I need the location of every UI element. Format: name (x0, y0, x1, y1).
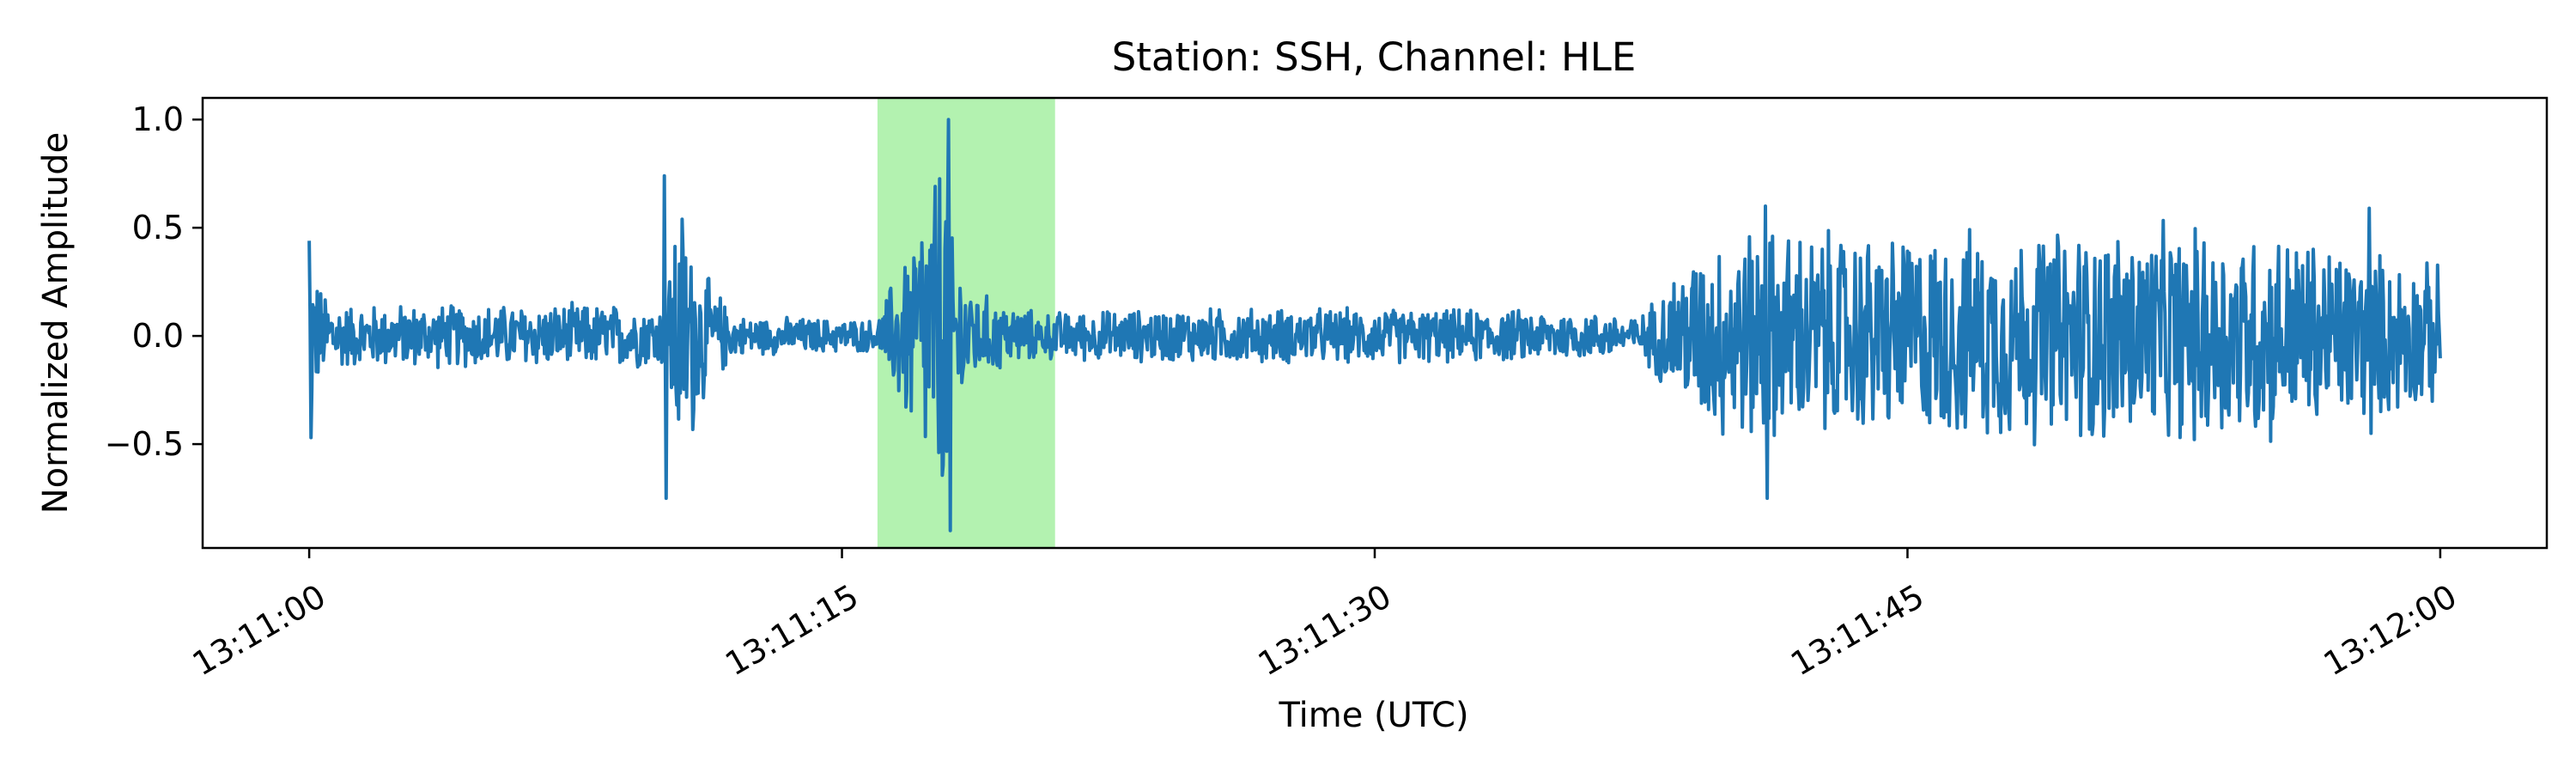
plot-area (201, 96, 2549, 550)
y-tick-label: 0.5 (132, 209, 184, 247)
x-axis-label: Time (UTC) (1278, 696, 1468, 735)
y-axis-label: Normalized Amplitude (36, 132, 76, 514)
y-tick-label: −0.5 (105, 425, 184, 463)
chart-title: Station: SSH, Channel: HLE (1112, 34, 1637, 80)
y-tick-label: 0.0 (132, 317, 184, 355)
y-tick-label: 1.0 (132, 100, 184, 138)
waveform-trace (307, 118, 2442, 533)
y-axis: 1.0 0.5 0.0 −0.5 (105, 100, 203, 463)
